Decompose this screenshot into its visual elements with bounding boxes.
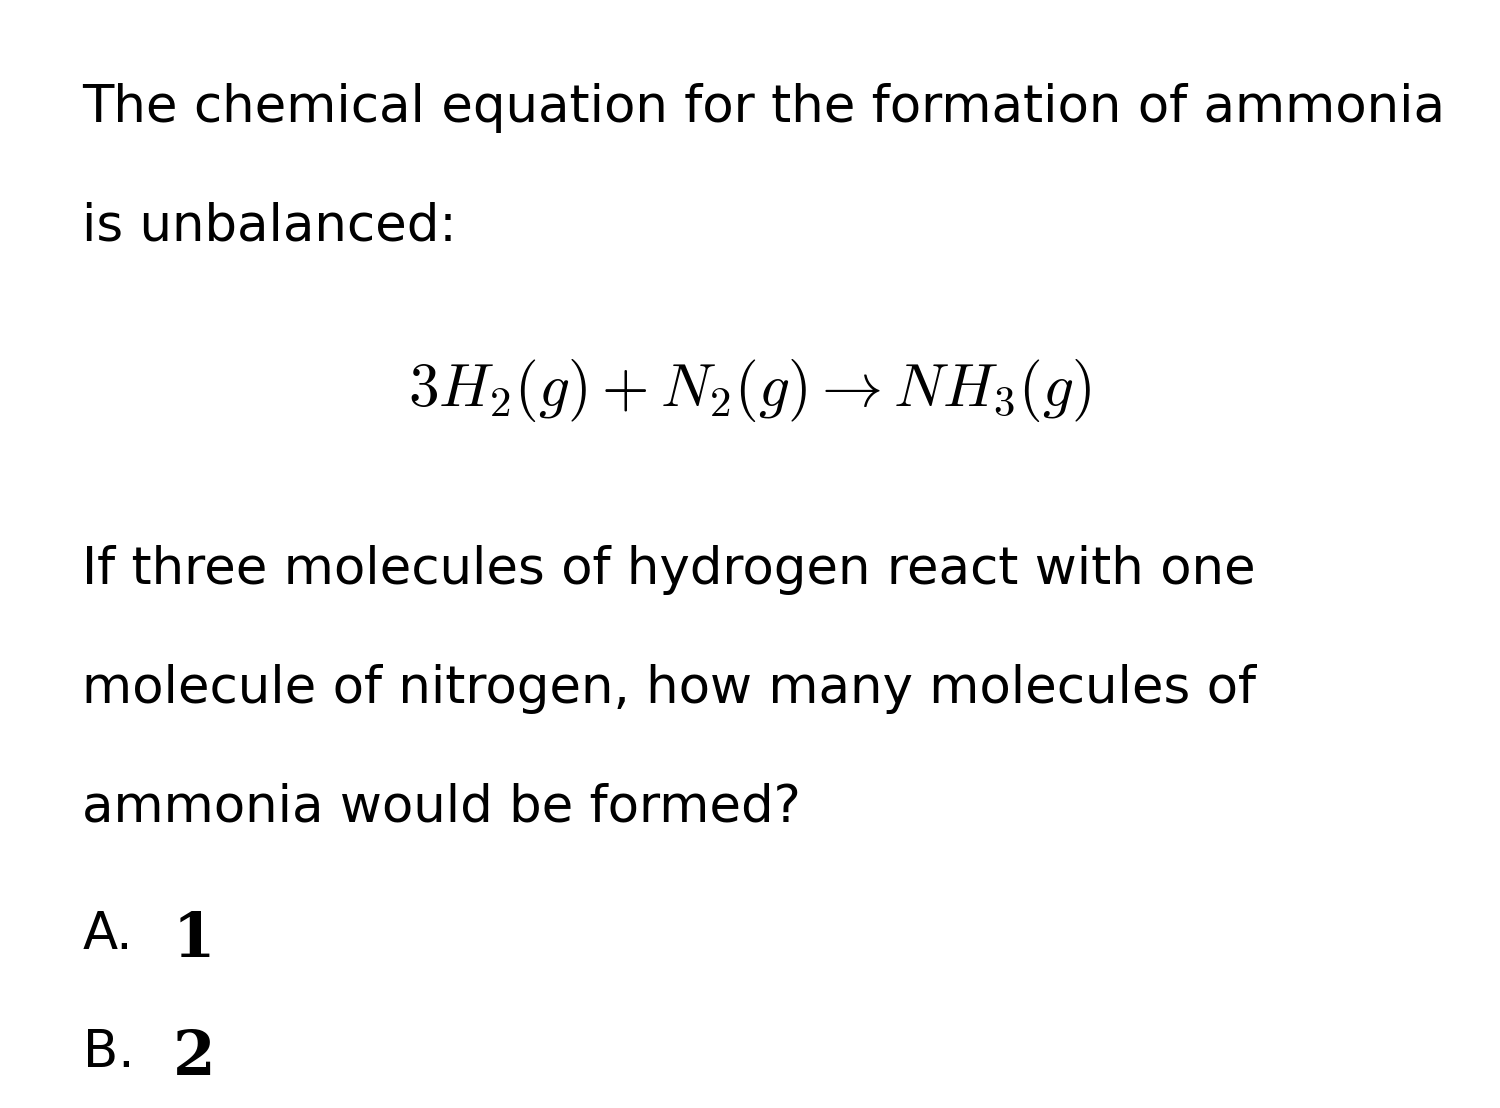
Text: The chemical equation for the formation of ammonia: The chemical equation for the formation …	[82, 83, 1446, 133]
Text: is unbalanced:: is unbalanced:	[82, 202, 458, 252]
Text: 2: 2	[172, 1028, 214, 1088]
Text: If three molecules of hydrogen react with one: If three molecules of hydrogen react wit…	[82, 545, 1255, 595]
Text: $3H_2(g) + N_2(g) \rightarrow NH_3(g)$: $3H_2(g) + N_2(g) \rightarrow NH_3(g)$	[408, 357, 1092, 423]
Text: B.: B.	[82, 1028, 134, 1078]
Text: A.: A.	[82, 910, 134, 960]
Text: ammonia would be formed?: ammonia would be formed?	[82, 782, 801, 832]
Text: molecule of nitrogen, how many molecules of: molecule of nitrogen, how many molecules…	[82, 664, 1257, 714]
Text: 1: 1	[172, 910, 214, 970]
